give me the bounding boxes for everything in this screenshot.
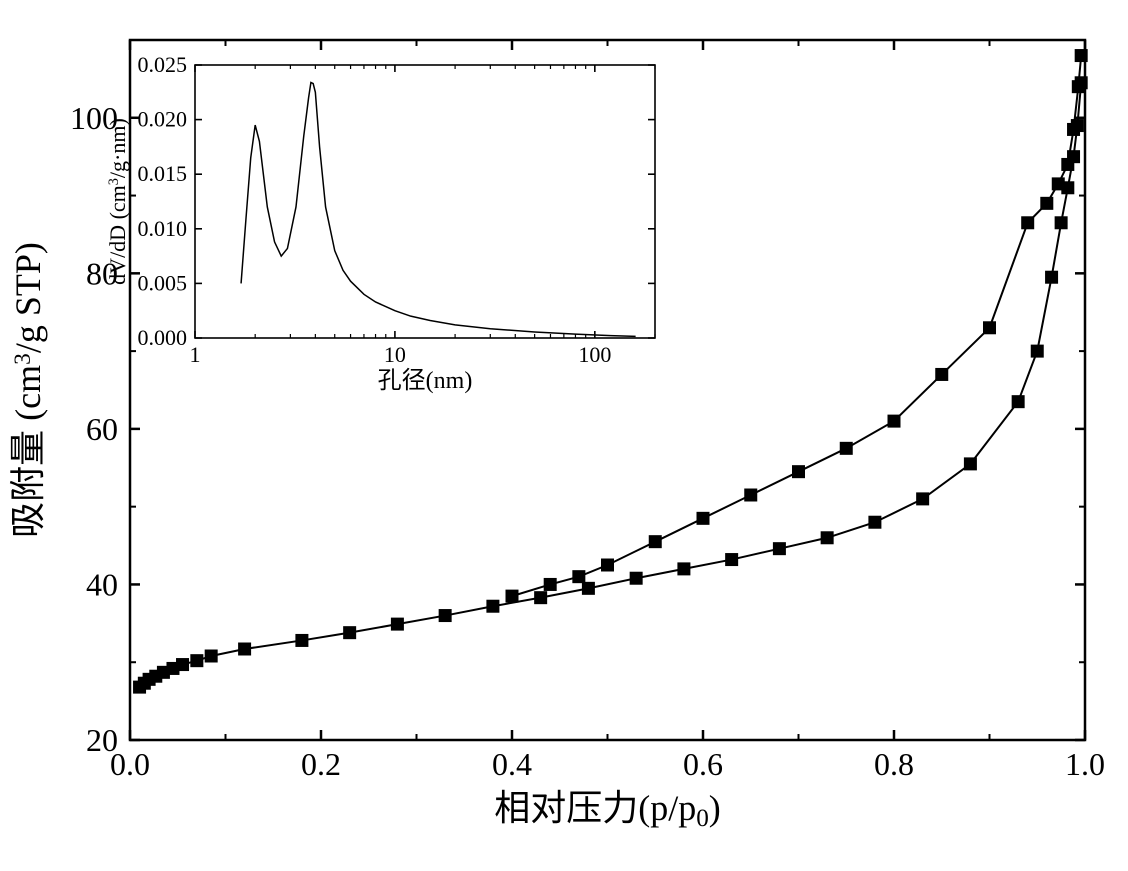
y-axis-label: 吸附量 (cm3/g STP) [8, 242, 48, 538]
x-axis-label: 相对压力(p/p0) [494, 788, 721, 832]
main-chart-svg: 0.00.20.40.60.81.020406080100相对压力(p/p0)吸… [0, 0, 1128, 871]
chart-container: 0.00.20.40.60.81.020406080100相对压力(p/p0)吸… [0, 0, 1128, 871]
desorption-marker [983, 321, 996, 334]
desorption-marker [1021, 216, 1034, 229]
adsorption-marker [725, 553, 738, 566]
adsorption-marker [391, 618, 404, 631]
inset-y-tick-label: 0.025 [138, 52, 188, 77]
desorption-marker [697, 512, 710, 525]
desorption-marker [572, 570, 585, 583]
x-tick-label: 0.2 [301, 746, 341, 782]
x-tick-label: 0.4 [492, 746, 532, 782]
desorption-marker [1061, 158, 1074, 171]
desorption-marker [649, 535, 662, 548]
x-tick-label: 0.8 [874, 746, 914, 782]
adsorption-marker [176, 658, 189, 671]
adsorption-marker [964, 457, 977, 470]
inset-y-tick-label: 0.000 [138, 325, 188, 350]
adsorption-marker [582, 582, 595, 595]
x-tick-label: 0.6 [683, 746, 723, 782]
inset-y-tick-label: 0.020 [138, 107, 188, 132]
inset-x-tick-label: 1 [190, 342, 201, 367]
desorption-marker [1075, 49, 1088, 62]
desorption-marker [506, 590, 519, 603]
y-tick-label: 20 [86, 722, 118, 758]
adsorption-marker [677, 562, 690, 575]
adsorption-marker [1012, 395, 1025, 408]
adsorption-marker [1055, 216, 1068, 229]
desorption-marker [888, 415, 901, 428]
inset-y-axis-label: dV/dD (cm3/g·nm) [105, 118, 130, 285]
desorption-marker [935, 368, 948, 381]
adsorption-marker [190, 654, 203, 667]
inset-x-tick-label: 10 [384, 342, 406, 367]
adsorption-marker [916, 492, 929, 505]
adsorption-marker [295, 634, 308, 647]
inset-y-tick-label: 0.015 [138, 161, 188, 186]
adsorption-marker [238, 643, 251, 656]
adsorption-marker [439, 609, 452, 622]
inset-y-tick-label: 0.010 [138, 216, 188, 241]
adsorption-marker [1031, 345, 1044, 358]
desorption-marker [744, 489, 757, 502]
y-tick-label: 40 [86, 566, 118, 602]
desorption-marker [544, 578, 557, 591]
desorption-marker [1052, 177, 1065, 190]
adsorption-marker [821, 531, 834, 544]
y-tick-label: 60 [86, 411, 118, 447]
desorption-marker [1067, 123, 1080, 136]
inset-x-axis-label: 孔径(nm) [378, 367, 473, 394]
adsorption-marker [343, 626, 356, 639]
adsorption-marker [486, 600, 499, 613]
inset-x-tick-label: 100 [578, 342, 611, 367]
desorption-marker [792, 465, 805, 478]
x-tick-label: 1.0 [1065, 746, 1105, 782]
adsorption-marker [773, 542, 786, 555]
adsorption-marker [534, 591, 547, 604]
adsorption-marker [205, 650, 218, 663]
adsorption-marker [630, 572, 643, 585]
adsorption-marker [868, 516, 881, 529]
desorption-marker [1040, 197, 1053, 210]
inset-plot-area [195, 65, 655, 338]
adsorption-marker [1045, 271, 1058, 284]
desorption-marker [601, 559, 614, 572]
desorption-marker [840, 442, 853, 455]
inset-y-tick-label: 0.005 [138, 270, 188, 295]
desorption-marker [1072, 80, 1085, 93]
